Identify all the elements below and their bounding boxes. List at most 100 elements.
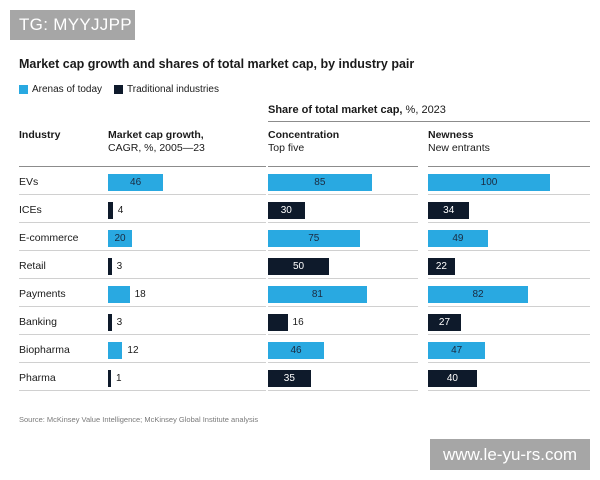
newness-value-label: 100 [480, 177, 498, 188]
share-header-rest: %, 2023 [402, 104, 446, 116]
row-rule [268, 222, 418, 223]
row-rule [19, 278, 266, 279]
newness-value-label: 49 [452, 233, 464, 244]
row-rule [19, 222, 266, 223]
industry-header-label: Industry [19, 129, 61, 141]
newness-value-label: 82 [472, 289, 484, 300]
growth-bar [108, 370, 111, 387]
newness-bar [428, 174, 550, 191]
concentration-value-label: 46 [290, 345, 302, 356]
growth-value-label: 18 [134, 289, 146, 300]
growth-bar [108, 258, 112, 275]
legend-item-traditional: Traditional industries [114, 84, 219, 95]
growth-value-label: 3 [116, 317, 123, 328]
newness-bar [428, 230, 488, 247]
growth-bar [108, 174, 164, 191]
row-label: Banking [19, 316, 57, 328]
chart-title: Market cap growth and shares of total ma… [19, 57, 415, 71]
watermark-top: TG: MYYJJPP [10, 10, 135, 40]
growth-value-label: 12 [127, 345, 139, 356]
row-rule [428, 278, 590, 279]
newness-bar [428, 342, 486, 359]
concentration-header: Concentration Top five [268, 129, 339, 155]
row-rule [19, 334, 266, 335]
row-rule [428, 362, 590, 363]
legend-label-arenas: Arenas of today [32, 84, 103, 95]
row-rule [428, 250, 590, 251]
concentration-bar [268, 174, 372, 191]
row-label: EVs [19, 176, 39, 188]
concentration-value-label: 85 [314, 177, 326, 188]
newness-bar [428, 314, 461, 331]
newness-header: Newness New entrants [428, 129, 490, 155]
growth-value-label: 1 [116, 373, 122, 384]
row-rule [19, 362, 266, 363]
row-rule [268, 306, 418, 307]
newness-value-label: 47 [451, 345, 463, 356]
watermark-bottom: www.le-yu-rs.com [430, 439, 590, 470]
growth-value-label: 4 [117, 205, 124, 216]
legend-item-arenas: Arenas of today [19, 84, 102, 95]
row-rule [19, 306, 266, 307]
row-rule [268, 250, 418, 251]
concentration-value-label: 50 [292, 261, 305, 272]
growth-header-title: Market cap growth, [108, 129, 204, 141]
share-header-bold: Share of total market cap, [268, 104, 403, 116]
newness-header-title: Newness [428, 129, 474, 141]
concentration-bar [268, 286, 367, 303]
concentration-bar [268, 202, 305, 219]
concentration-value-label: 30 [280, 205, 292, 216]
growth-value-label: 3 [116, 261, 123, 272]
legend-swatch-arenas [19, 85, 28, 94]
growth-bar [108, 230, 132, 247]
growth-value-label: 46 [130, 177, 142, 188]
legend: Arenas of today Traditional industries [19, 84, 231, 95]
legend-swatch-traditional [114, 85, 124, 94]
growth-bar [108, 342, 123, 359]
share-header-rule [268, 121, 590, 122]
concentration-bar [268, 342, 325, 359]
row-rule [268, 334, 418, 335]
source-note: Source: McKinsey Value Intelligence; McK… [19, 415, 259, 424]
concentration-value-label: 75 [308, 233, 320, 244]
row-label: Pharma [19, 372, 56, 384]
row-rule [428, 166, 590, 167]
row-rule [19, 194, 266, 195]
row-rule [19, 390, 266, 391]
row-rule [428, 334, 590, 335]
growth-bar [108, 286, 130, 303]
concentration-bar [268, 314, 288, 331]
newness-bar [428, 258, 455, 275]
share-header: Share of total market cap, %, 2023 [268, 104, 446, 116]
row-rule [428, 390, 590, 391]
row-rule [268, 390, 418, 391]
newness-header-sub: New entrants [428, 142, 490, 154]
row-rule [428, 306, 590, 307]
concentration-header-title: Concentration [268, 129, 340, 141]
row-label: Payments [19, 288, 66, 300]
row-rule [268, 278, 418, 279]
row-rule [268, 362, 418, 363]
row-label: Retail [19, 260, 46, 272]
row-rule [428, 194, 590, 195]
concentration-header-sub: Top five [268, 142, 305, 154]
row-rule [19, 166, 266, 167]
industry-header: Industry [19, 129, 60, 142]
row-label: Biopharma [19, 344, 70, 356]
row-rule [428, 222, 590, 223]
row-rule [268, 194, 418, 195]
newness-bar [428, 286, 529, 303]
concentration-value-label: 35 [283, 373, 295, 384]
row-rule [268, 166, 418, 167]
concentration-bar [268, 230, 360, 247]
row-label: ICEs [19, 204, 42, 216]
growth-bar [108, 202, 113, 219]
concentration-bar [268, 370, 311, 387]
growth-header: Market cap growth, CAGR, %, 2005—23 [108, 129, 205, 155]
growth-bar [108, 314, 112, 331]
newness-value-label: 40 [446, 373, 458, 384]
row-rule [19, 250, 266, 251]
newness-bar [428, 202, 470, 219]
newness-value-label: 27 [438, 317, 451, 328]
newness-value-label: 22 [435, 261, 447, 272]
